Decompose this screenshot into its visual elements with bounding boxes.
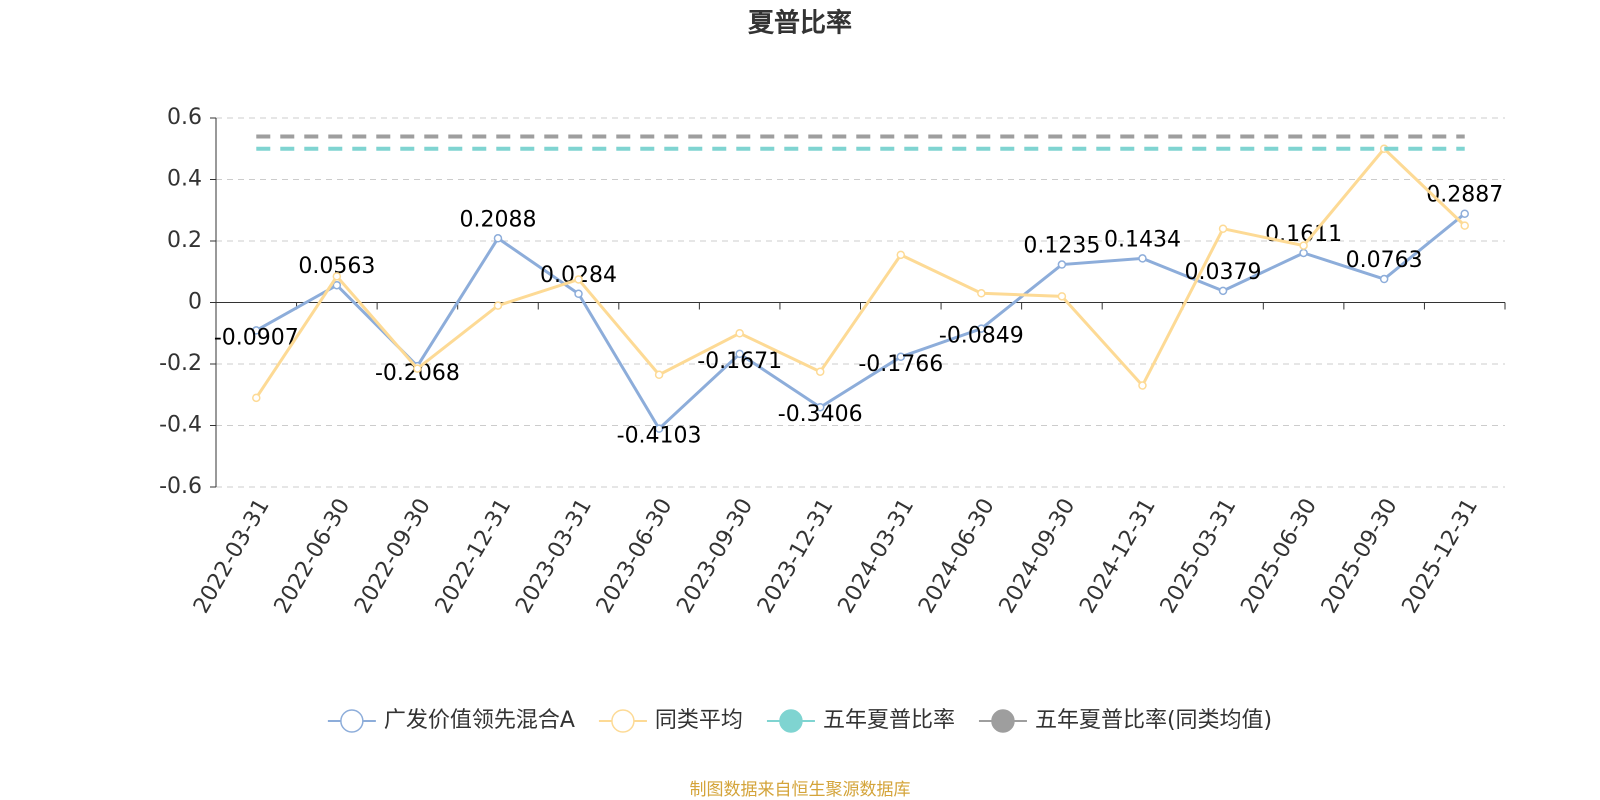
point: [654, 370, 664, 380]
y-tick-label: 0.6: [167, 105, 202, 130]
legend: 广发价值领先混合A 同类平均 五年夏普比率 五年夏普比率(同类均值): [327, 708, 1272, 733]
chart-title: 夏普比率: [748, 8, 852, 39]
x-tick-label: 2024-03-31: [834, 495, 920, 618]
data-label: -0.1671: [697, 349, 782, 374]
x-tick-label: 2024-09-30: [995, 495, 1081, 618]
x-tick-label: 2022-06-30: [270, 495, 356, 618]
x-tick-label: 2022-03-31: [189, 495, 275, 618]
x-tick-label: 2024-06-30: [914, 495, 1000, 618]
x-tick-label: 2025-03-31: [1156, 495, 1242, 618]
legend-marker: [611, 709, 635, 733]
point: [654, 424, 664, 433]
source-note: 制图数据来自恒生聚源数据库: [690, 780, 911, 800]
point: [252, 393, 261, 403]
x-tick-label: 2025-12-31: [1398, 495, 1484, 618]
legend-label: 五年夏普比率: [823, 708, 955, 733]
x-tick-label: 2024-12-31: [1075, 495, 1161, 618]
point: [1057, 292, 1067, 301]
legend-label: 广发价值领先混合A: [384, 708, 575, 733]
series-line: [255, 212, 1466, 432]
point: [896, 250, 906, 260]
point: [1379, 274, 1389, 284]
data-label: -0.1766: [858, 352, 943, 377]
point: [1299, 241, 1308, 250]
x-tick-label: 2023-12-31: [753, 495, 839, 618]
data-label: -0.4103: [617, 424, 702, 449]
x-tick-label: 2023-03-31: [511, 495, 597, 618]
point: [815, 367, 825, 376]
data-label: -0.3406: [778, 402, 863, 427]
x-tick-label: 2023-09-30: [672, 495, 758, 618]
data-label: 0.1434: [1104, 227, 1181, 252]
point: [896, 352, 906, 362]
point: [574, 275, 583, 284]
x-tick-label: 2023-06-30: [592, 495, 678, 618]
data-label: 0.2088: [459, 207, 536, 232]
data-label: 0.2887: [1426, 183, 1503, 208]
series-line: [255, 146, 1466, 399]
y-tick-label: -0.4: [159, 413, 202, 438]
legend-marker: [779, 709, 803, 733]
x-tick-label: 2022-09-30: [350, 495, 436, 618]
point: [1138, 254, 1147, 263]
legend-label: 同类平均: [655, 708, 743, 733]
y-tick-label: -0.2: [159, 351, 202, 376]
x-tick-label: 2025-09-30: [1317, 495, 1403, 618]
y-tick-label: 0.2: [167, 228, 202, 253]
legend-label: 五年夏普比率(同类均值): [1035, 708, 1272, 733]
point: [493, 234, 503, 243]
x-tick-label: 2025-06-30: [1236, 495, 1322, 618]
point: [574, 289, 583, 299]
point: [332, 280, 342, 290]
point: [735, 329, 744, 338]
x-tick-label: 2022-12-31: [431, 495, 517, 618]
y-tick-label: 0: [188, 290, 202, 315]
point: [1138, 381, 1147, 390]
point: [977, 289, 986, 298]
y-tick-label: -0.6: [159, 474, 202, 499]
point: [1218, 224, 1228, 233]
point: [1299, 248, 1308, 258]
legend-marker: [340, 709, 364, 733]
data-label: -0.0849: [939, 324, 1024, 349]
point: [332, 272, 342, 281]
point: [1218, 286, 1228, 296]
point: [735, 349, 744, 359]
data-label: -0.0907: [214, 325, 299, 350]
point: [977, 324, 986, 333]
y-tick-label: 0.4: [167, 167, 202, 192]
point: [1460, 221, 1469, 230]
point: [493, 301, 503, 310]
point: [815, 402, 825, 412]
data-label: 0.1235: [1023, 234, 1100, 259]
legend-marker: [991, 709, 1015, 733]
data-label: 0.0763: [1346, 248, 1423, 273]
point: [413, 364, 422, 373]
point: [1460, 209, 1469, 218]
point: [252, 326, 261, 335]
point: [1057, 260, 1067, 269]
